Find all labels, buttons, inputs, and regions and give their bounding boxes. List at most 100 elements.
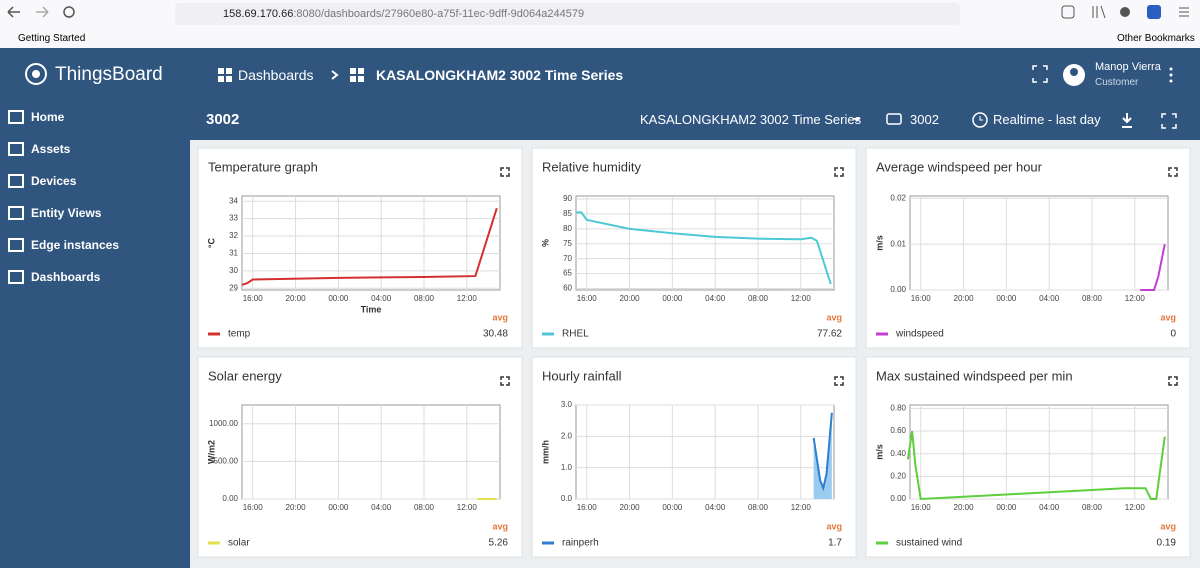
x-tick-label: 12:00 — [791, 503, 812, 512]
menu-item[interactable]: Dashboards — [0, 261, 190, 293]
y-axis-label: °C — [206, 237, 216, 248]
x-tick-label: 16:00 — [577, 294, 598, 303]
device-select[interactable]: 3002 — [910, 112, 939, 127]
y-tick-label: 60 — [563, 284, 572, 293]
x-tick-label: 16:00 — [243, 294, 264, 303]
y-tick-label: 90 — [563, 194, 572, 203]
series-line — [906, 430, 1166, 501]
y-tick-label: 85 — [563, 209, 572, 218]
menu-icon — [8, 238, 24, 252]
y-axis-label: m/s — [874, 235, 884, 251]
x-tick-label: 12:00 — [457, 503, 478, 512]
menu-icon — [8, 270, 24, 284]
y-tick-label: 2.0 — [561, 431, 573, 440]
legend-label: sustained wind — [896, 538, 962, 549]
avg-header: avg — [826, 312, 842, 322]
x-tick-label: 00:00 — [662, 503, 683, 512]
avg-header: avg — [826, 521, 842, 531]
x-tick-label: 16:00 — [577, 503, 598, 512]
url-bar[interactable]: 158.69.170.66:8080/dashboards/27960e80-a… — [175, 3, 960, 25]
x-tick-label: 00:00 — [996, 503, 1017, 512]
menu-item[interactable]: Assets — [0, 133, 190, 165]
y-tick-label: 70 — [563, 254, 572, 263]
x-tick-label: 20:00 — [620, 294, 641, 303]
widget-title: Max sustained windspeed per min — [876, 368, 1073, 383]
y-tick-label: 29 — [229, 283, 238, 292]
fullscreen-icon[interactable] — [1168, 376, 1178, 386]
header-icons — [218, 64, 1177, 129]
widget — [197, 356, 523, 558]
sidebar: ThingsBoard Home Assets Devices Entity View… — [0, 48, 190, 568]
y-tick-label: 34 — [229, 196, 238, 205]
avg-value: 30.48 — [483, 329, 508, 340]
menu-item[interactable]: Devices — [0, 165, 190, 197]
y-axis-label: W/m2 — [206, 440, 216, 464]
logo[interactable]: ThingsBoard — [55, 64, 163, 85]
y-tick-label: 0.00 — [890, 494, 906, 503]
header: Dashboards KASALONGKHAM2 3002 Time Serie… — [190, 48, 1200, 140]
widget — [865, 147, 1191, 349]
y-tick-label: 33 — [229, 214, 238, 223]
series-line — [576, 211, 832, 285]
x-tick-label: 04:00 — [371, 294, 392, 303]
menu-item[interactable]: Entity Views — [0, 197, 190, 229]
y-tick-label: 80 — [563, 224, 572, 233]
avg-value: 5.26 — [489, 538, 509, 549]
x-tick-label: 04:00 — [1039, 503, 1060, 512]
fullscreen-icon[interactable] — [500, 167, 510, 177]
user-name[interactable]: Manop Vierra — [1095, 61, 1161, 73]
y-tick-label: 0.00 — [222, 494, 238, 503]
widget-title: Solar energy — [208, 368, 282, 383]
y-axis-label: mm/h — [540, 440, 550, 464]
area-fill — [813, 412, 832, 499]
avg-value: 0 — [1170, 329, 1176, 340]
nav-icons — [7, 6, 75, 18]
y-tick-label: 0.02 — [890, 193, 906, 202]
breadcrumb-dashboards[interactable]: Dashboards — [238, 67, 314, 83]
menu-item[interactable]: Home — [0, 101, 190, 133]
breadcrumb-current: KASALONGKHAM2 3002 Time Series — [376, 67, 624, 83]
fullscreen-icon[interactable] — [834, 167, 844, 177]
y-tick-label: 1000.00 — [209, 419, 238, 428]
url-path: :8080/dashboards/27960e80-a75f-11ec-9dff… — [293, 8, 585, 20]
url-host: 158.69.170.66 — [223, 8, 294, 20]
widget — [531, 356, 857, 558]
menu-icon — [8, 142, 24, 156]
dashboard-title: 3002 — [206, 111, 240, 128]
y-tick-label: 31 — [229, 249, 238, 258]
y-tick-label: 0.20 — [890, 471, 906, 480]
y-tick-label: 500.00 — [214, 457, 239, 466]
menu-label: Edge instances — [31, 238, 120, 252]
y-tick-label: 0.01 — [890, 239, 906, 248]
x-tick-label: 20:00 — [620, 503, 641, 512]
x-tick-label: 16:00 — [911, 294, 932, 303]
y-tick-label: 75 — [563, 239, 572, 248]
series-line — [241, 207, 498, 286]
x-tick-label: 08:00 — [748, 294, 769, 303]
avg-value: 1.7 — [828, 538, 842, 549]
avg-value: 0.19 — [1157, 538, 1177, 549]
menu-label: Dashboards — [31, 270, 101, 284]
fullscreen-icon[interactable] — [500, 376, 510, 386]
menu-label: Devices — [31, 174, 77, 188]
x-tick-label: 16:00 — [243, 503, 264, 512]
menu-icon — [8, 110, 24, 124]
timewindow[interactable]: Realtime - last day — [993, 112, 1101, 127]
other-bookmarks[interactable]: Other Bookmarks — [1117, 33, 1195, 44]
widget-title: Temperature graph — [208, 159, 318, 174]
fullscreen-icon[interactable] — [1168, 167, 1178, 177]
y-tick-label: 32 — [229, 231, 238, 240]
widgets: Temperature graph 29 30 31 32 33 34 16:00 20:00 0… — [197, 147, 1191, 558]
widget-title: Relative humidity — [542, 159, 641, 174]
bookmark[interactable]: Getting Started — [18, 33, 86, 44]
x-tick-label: 20:00 — [954, 294, 975, 303]
browser-icons — [1061, 5, 1189, 19]
dashboard-select[interactable]: KASALONGKHAM2 3002 Time Series — [640, 112, 862, 127]
x-tick-label: 12:00 — [1125, 294, 1146, 303]
menu-item[interactable]: Edge instances — [0, 229, 190, 261]
x-tick-label: 04:00 — [705, 294, 726, 303]
x-tick-label: 08:00 — [414, 294, 435, 303]
fullscreen-icon[interactable] — [834, 376, 844, 386]
x-axis-label: Time — [361, 304, 382, 314]
y-tick-label: 30 — [229, 266, 238, 275]
